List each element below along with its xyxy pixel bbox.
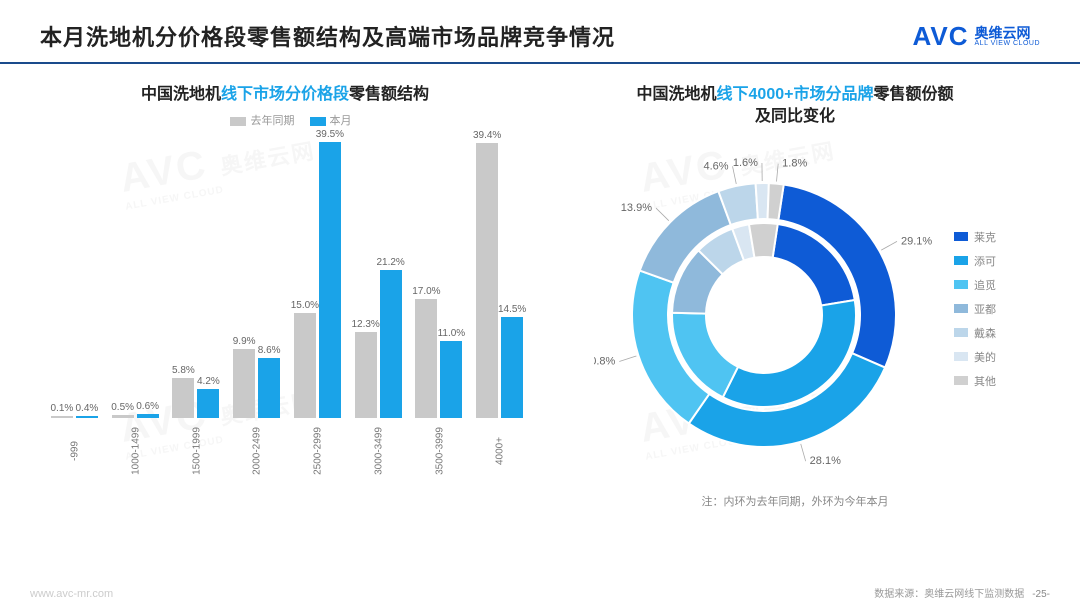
bar-prev: 17.0% [415, 299, 437, 418]
bar-prev: 12.3% [355, 332, 377, 418]
bar-row: 0.1%0.4%0.5%0.6%5.8%4.2%9.9%8.6%15.0%39.… [44, 138, 530, 418]
bar-cur: 39.5% [319, 142, 341, 419]
donut-chart: 29.1% 28.1% 20.8% 13.9% 4.6% 1.6% 1.8% [594, 139, 934, 479]
xaxis-label: 4000+ [475, 421, 525, 482]
donut-slice [749, 223, 778, 258]
bar-cur: 8.6% [258, 358, 280, 418]
donut-label: 4.6% [703, 160, 728, 172]
xaxis-label: 1000-1499 [110, 421, 160, 482]
legend-item: 戴森 [954, 325, 996, 341]
header: 本月洗地机分价格段零售额结构及高端市场品牌竞争情况 AVC 奥维云网 ALL V… [0, 0, 1080, 64]
bar-group: 15.0%39.5% [287, 142, 348, 419]
xaxis-label: -999 [49, 421, 99, 482]
bar-legend: 去年同期 本月 [40, 112, 530, 128]
bar-prev: 5.8% [172, 378, 194, 419]
bar-cur: 4.2% [197, 389, 219, 418]
xaxis-label: 1500-1999 [171, 421, 221, 482]
bar-group: 5.8%4.2% [166, 378, 227, 419]
bar-prev: 9.9% [233, 349, 255, 418]
donut-label: 28.1% [810, 455, 841, 467]
donut-label: 1.6% [733, 157, 758, 169]
bar-cur: 14.5% [501, 317, 523, 419]
bar-group: 12.3%21.2% [348, 270, 409, 418]
bar-group: 17.0%11.0% [409, 299, 470, 418]
bar-cur: 0.6% [137, 414, 159, 418]
legend-item: 追觅 [954, 277, 996, 293]
xaxis-label: 3500-3999 [414, 421, 464, 482]
bar-group: 39.4%14.5% [469, 143, 530, 419]
xaxis-label: 2000-2499 [232, 421, 282, 482]
bar-prev: 0.1% [51, 416, 73, 418]
legend-item: 美的 [954, 349, 996, 365]
bar-group: 9.9%8.6% [226, 349, 287, 418]
donut-label: 29.1% [901, 235, 932, 247]
donut-label: 1.8% [782, 157, 807, 169]
page-title: 本月洗地机分价格段零售额结构及高端市场品牌竞争情况 [40, 20, 615, 52]
xaxis-label: 3000-3499 [353, 421, 403, 482]
footer-url: www.avc-mr.com [30, 588, 113, 600]
donut-title: 中国洗地机线下4000+市场分品牌零售额份额 及同比变化 [550, 84, 1040, 129]
donut-label: 20.8% [594, 355, 615, 367]
legend-item: 其他 [954, 373, 996, 389]
bar-xaxis: -9991000-14991500-19992000-24992500-2999… [44, 426, 530, 476]
bar-group: 0.5%0.6% [105, 414, 166, 418]
legend-item: 添可 [954, 253, 996, 269]
bar-prev: 0.5% [112, 415, 134, 419]
bar-cur: 11.0% [440, 341, 462, 418]
footer-source: 数据来源：奥维云网线下监测数据-25- [874, 585, 1050, 600]
bar-chart-title: 中国洗地机线下市场分价格段零售额结构 [40, 84, 530, 106]
donut-label: 13.9% [621, 202, 652, 214]
bar-chart-panel: 中国洗地机线下市场分价格段零售额结构 去年同期 本月 0.1%0.4%0.5%0… [40, 84, 530, 509]
bar-prev: 15.0% [294, 313, 316, 418]
logo: AVC 奥维云网 ALL VIEW CLOUD [913, 21, 1040, 52]
xaxis-label: 2500-2999 [292, 421, 342, 482]
donut-legend: 莱克添可追觅亚都戴森美的其他 [954, 221, 996, 397]
legend-item: 亚都 [954, 301, 996, 317]
bar-cur: 0.4% [76, 416, 98, 419]
bar-cur: 21.2% [380, 270, 402, 418]
donut-panel: 中国洗地机线下4000+市场分品牌零售额份额 及同比变化 29.1%28.1%2… [550, 84, 1040, 509]
bar-prev: 39.4% [476, 143, 498, 419]
logo-text: AVC [913, 21, 969, 52]
legend-item: 莱克 [954, 229, 996, 245]
donut-note: 注：内环为去年同期，外环为今年本月 [550, 493, 1040, 509]
bar-group: 0.1%0.4% [44, 416, 105, 419]
